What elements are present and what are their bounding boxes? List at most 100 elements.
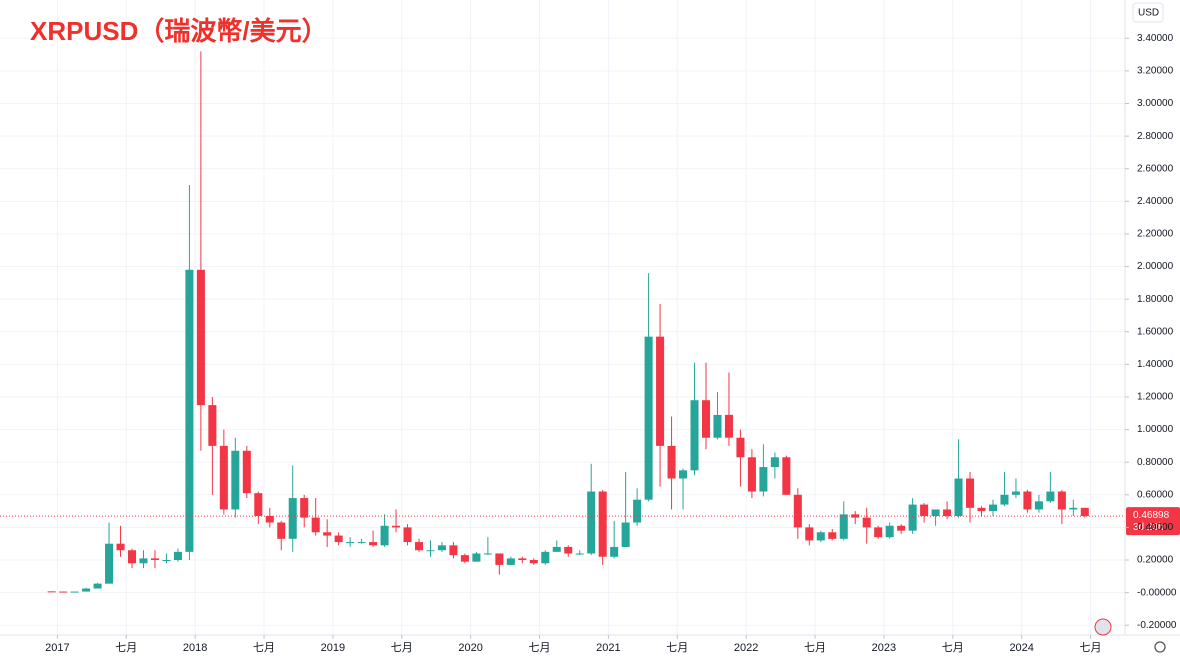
x-tick-label: 七月 [115, 641, 137, 654]
candle-body [70, 591, 79, 593]
y-tick-label: 3.20000 [1137, 66, 1174, 77]
candle-body [862, 517, 871, 528]
candle-body [392, 525, 401, 528]
candle-body [173, 551, 182, 561]
candle-body [139, 558, 148, 564]
candle-body [839, 514, 848, 539]
y-tick-label: 2.00000 [1137, 261, 1174, 272]
candle-body [587, 491, 596, 554]
candle-body [426, 550, 435, 552]
candle-body [231, 450, 240, 510]
flag-icon[interactable] [1094, 618, 1112, 636]
y-tick-label: 0.20000 [1137, 555, 1174, 566]
candle-body [208, 405, 217, 446]
candle-body [529, 560, 538, 564]
candles [47, 51, 1089, 593]
candle-body [59, 591, 68, 593]
candle-body [483, 553, 492, 555]
x-tick-label: 七月 [942, 641, 964, 654]
candle-body [782, 457, 791, 495]
candle-body [610, 546, 619, 557]
x-tick-label: 七月 [391, 641, 413, 654]
x-tick-label: 2021 [596, 642, 620, 654]
candle-body [323, 532, 332, 536]
candle-body [288, 498, 297, 539]
candle-body [541, 551, 550, 564]
candle-body [311, 517, 320, 533]
y-tick-label: 3.40000 [1137, 33, 1174, 44]
candle-body [897, 525, 906, 531]
candle-body [472, 553, 481, 562]
candle-body [242, 450, 251, 494]
candle-body [1023, 491, 1032, 510]
currency-label[interactable]: USD [1138, 8, 1159, 19]
candle-body [449, 545, 458, 556]
x-tick-label: 2023 [872, 642, 896, 654]
y-tick-label: -0.00000 [1137, 587, 1177, 598]
x-tick-label: 2018 [183, 642, 207, 654]
candle-body [277, 522, 286, 539]
candle-body [621, 522, 630, 547]
candle-body [47, 591, 56, 593]
candle-body [701, 400, 711, 438]
candle-body [598, 491, 607, 557]
candle-body [1057, 491, 1066, 510]
x-tick-label: 七月 [666, 641, 688, 654]
candle-body [346, 542, 355, 544]
settings-icon[interactable] [1154, 641, 1166, 653]
candle-body [506, 558, 515, 565]
y-tick-label: 1.20000 [1137, 392, 1174, 403]
x-tick-label: 2020 [458, 642, 482, 654]
y-tick-label: -0.20000 [1137, 620, 1177, 631]
candle-body [93, 583, 102, 589]
candle-body [770, 457, 779, 468]
last-price-label: 0.46898 [1133, 510, 1170, 521]
y-tick-label: 3.00000 [1137, 98, 1174, 109]
candle-body [954, 478, 963, 516]
candle-body [185, 269, 194, 552]
candle-body [334, 535, 343, 543]
candle-body [495, 553, 504, 565]
candle-body [667, 445, 676, 479]
candle-body [127, 550, 137, 564]
candle-body [828, 532, 837, 539]
y-tick-label: 1.80000 [1137, 294, 1174, 305]
candle-body [874, 527, 883, 538]
candle-body [943, 509, 952, 516]
candle-body [920, 504, 929, 516]
candle-body [403, 527, 412, 543]
candle-body [644, 336, 653, 500]
candle-body [357, 542, 366, 544]
candle-body [736, 437, 745, 458]
y-tick-label: 1.60000 [1137, 326, 1174, 337]
candle-body [575, 553, 584, 555]
candle-body [1069, 507, 1078, 510]
x-tick-label: 2019 [321, 642, 345, 654]
y-tick-label: 2.20000 [1137, 229, 1174, 240]
candle-body [1080, 507, 1089, 516]
candle-body [552, 546, 561, 552]
candle-body [1034, 501, 1043, 510]
candle-body [988, 504, 998, 512]
candle-body [219, 445, 228, 510]
candle-body [82, 588, 91, 592]
x-tick-label: 2022 [734, 642, 758, 654]
candle-body [690, 400, 699, 471]
candle-body [908, 504, 917, 531]
x-tick-label: 七月 [804, 641, 826, 654]
last-price-box [1126, 507, 1180, 536]
candle-body [196, 269, 205, 406]
currency-button[interactable] [1132, 2, 1164, 23]
candle-body [633, 499, 642, 523]
candle-body [793, 494, 802, 528]
candle-body [977, 507, 986, 512]
chart-title: XRPUSD（瑞波幣/美元） [30, 16, 328, 46]
candle-body [724, 414, 733, 438]
candle-body [679, 470, 688, 479]
candle-body [300, 498, 309, 518]
candle-body [656, 336, 665, 446]
y-tick-label: 2.60000 [1137, 163, 1174, 174]
candle-body [162, 560, 171, 562]
